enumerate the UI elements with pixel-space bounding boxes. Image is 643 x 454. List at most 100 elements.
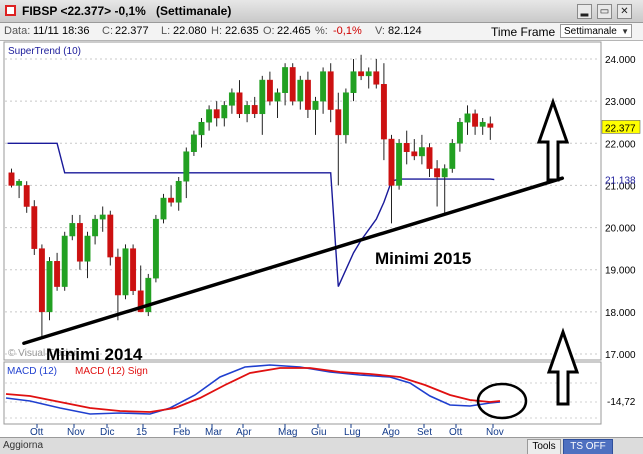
ts-toggle-button[interactable]: TS OFF [563,439,613,454]
candle-body [373,71,380,85]
chart-canvas[interactable]: 24.000 23.000 22.000 21.000 20.000 19.00… [0,0,643,437]
price-tick: 17.000 [605,350,636,361]
status-bar: Aggiorna Tools TS OFF [0,437,643,454]
candle-body [274,92,281,102]
up-arrow-icon-macd [546,327,580,406]
candle-body [464,113,471,123]
candle-body [403,143,410,152]
title-bar: FIBSP <22.377> -0,1% (Settimanale) ▂ ▭ ✕ [0,0,643,23]
time-label: Ago [382,427,400,437]
timeframe-label: Time Frame [491,25,556,39]
price-tick: 24.000 [605,55,636,66]
tools-button[interactable]: Tools [527,439,561,454]
close-button[interactable]: ✕ [617,4,632,19]
candle-body [84,235,91,262]
candle-body [69,223,76,237]
minimize-button[interactable]: ▂ [577,4,592,19]
time-label: Mar [205,427,223,437]
supertrend-layer [7,142,495,287]
candle-body [418,147,425,157]
time-label: Set [417,427,432,437]
candle-body [16,180,23,186]
candle-body [99,214,106,220]
candle-body [198,121,205,136]
candle-body [213,109,220,119]
candle-body [137,290,144,313]
low-value: 22.080 [173,25,207,37]
time-label: Nov [486,427,504,437]
close-label: C: [102,25,113,37]
candle-body [479,121,486,127]
time-label: Ott [30,427,44,437]
candle-body [449,143,456,169]
candle-body [411,151,418,157]
watermark: © Visual Trader [8,348,78,359]
chevron-down-icon: ▼ [621,27,629,36]
candle-body [320,71,327,102]
candle-body [426,147,433,169]
low-label: L: [161,25,171,37]
candle-body [168,197,175,203]
candle-body [335,109,342,136]
time-label: Dic [100,427,114,437]
candle-body [228,92,235,106]
info-bar: Data: 11/11 18:36 C: 22.377 L: 22.080 H:… [0,23,643,41]
candle-body [282,67,289,93]
candle-body [8,172,15,186]
status-text: Aggiorna [3,440,44,451]
price-tick: 19.000 [605,266,636,277]
candle-body [358,71,365,77]
last-price-tag [601,120,641,134]
candle-body [396,143,403,186]
timeframe-value: Settimanale [564,26,617,37]
candle-body [160,197,167,220]
candle-body [289,67,296,102]
date-value: 11/11 18:36 [33,25,90,37]
candle-body [175,180,182,203]
supertrend-line [7,142,495,287]
price-grid [5,58,600,355]
time-label: Lug [344,427,361,437]
candle-body [487,123,494,128]
candle-body [122,248,129,296]
candle-body [388,138,395,186]
candle-body [312,100,319,110]
candle-body [456,121,463,144]
candle-body [297,79,304,102]
candle-body [130,248,137,292]
candle-body [221,105,228,119]
time-label: Mag [278,427,297,437]
candle-body [304,79,311,110]
open-value: 22.465 [277,25,311,37]
candle-body [145,277,152,313]
time-label: Feb [173,427,191,437]
pct-value: -0,1% [333,25,362,37]
time-label: Nov [67,427,85,437]
volume-label: V: [375,25,385,37]
macd-label: MACD (12) [7,366,57,377]
candle-body [266,79,273,102]
candle-body [472,113,479,127]
price-axis: 24.000 23.000 22.000 21.000 20.000 19.00… [605,55,636,361]
price-tick: 23.000 [605,97,636,108]
time-label: 15 [136,427,148,437]
restore-button[interactable]: ▭ [597,4,612,19]
macd-line [5,364,501,415]
period-title: (Settimanale) [156,4,232,18]
support-trendline [22,176,565,345]
candle-body [259,79,266,115]
candle-body [350,71,357,93]
price-tick: 18.000 [605,308,636,319]
time-label: Ott [449,427,463,437]
symbol-title: FIBSP <22.377> -0,1% [22,4,146,18]
open-label: O: [263,25,275,37]
volume-value: 82.124 [388,25,422,37]
time-label: Giu [311,427,327,437]
up-arrow-icon [536,97,570,182]
candle-body [342,92,349,136]
timeframe-select[interactable]: Settimanale ▼ [560,24,632,38]
high-value: 22.635 [225,25,259,37]
candle-body [92,218,99,237]
candle-body [236,92,243,115]
